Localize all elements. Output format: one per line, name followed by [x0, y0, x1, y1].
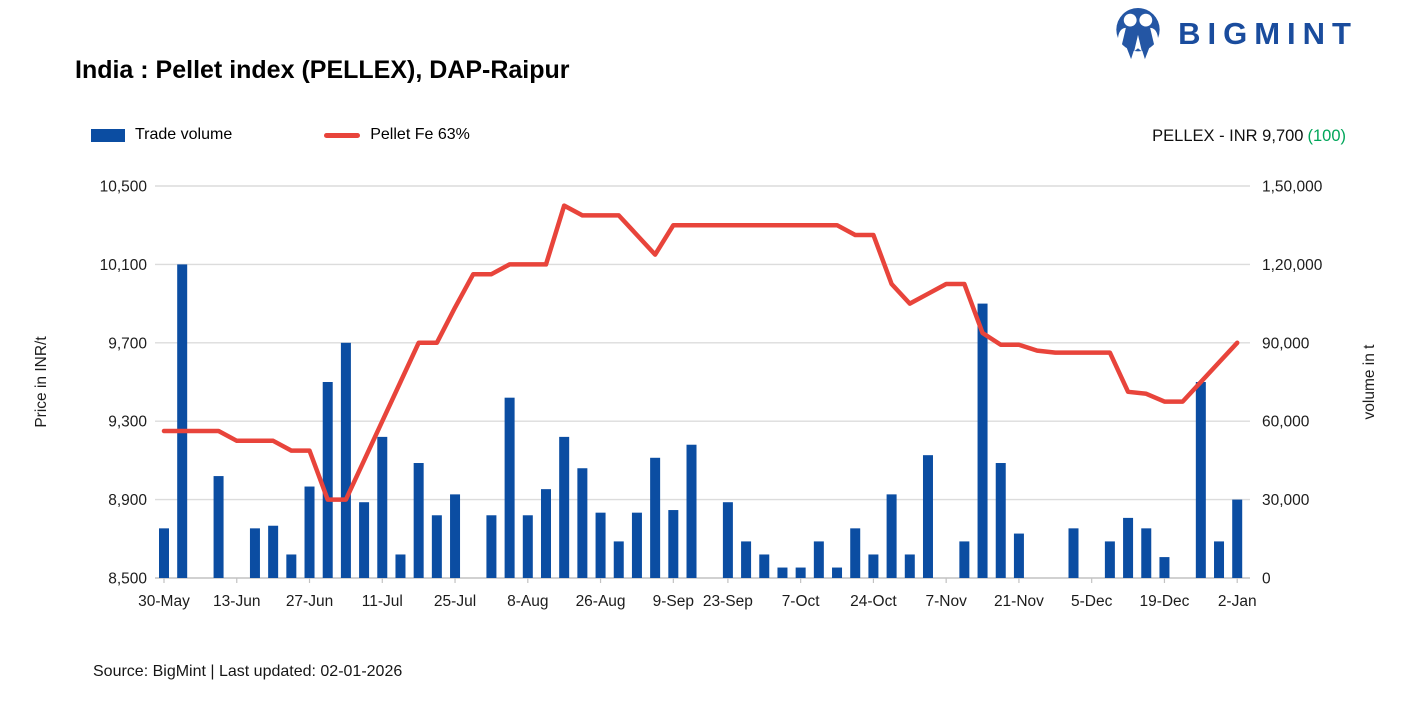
volume-bar [249, 528, 260, 578]
left-axis-tick: 9,300 [108, 414, 147, 431]
bigmint-logo: BIGMINT [1112, 6, 1358, 62]
x-axis-label: 19-Dec [1139, 593, 1189, 610]
volume-bar [631, 512, 642, 578]
left-axis-tick: 8,500 [108, 571, 147, 588]
volume-bar [1214, 541, 1225, 578]
x-axis-label: 30-May [138, 593, 190, 610]
volume-bar [1068, 528, 1079, 578]
left-axis-tick: 10,100 [100, 257, 148, 274]
volume-swatch-icon [91, 128, 125, 142]
pellex-value-text: PELLEX - INR 9,700 [1152, 127, 1304, 145]
right-axis-tick: 1,20,000 [1262, 257, 1323, 274]
left-axis-tick: 10,500 [100, 179, 148, 196]
volume-bar [795, 567, 806, 578]
volume-bar [977, 303, 988, 578]
pellex-change-badge: (100) [1307, 127, 1346, 145]
volume-bar [722, 502, 733, 578]
x-axis-label: 9-Sep [653, 593, 694, 610]
volume-bar [1013, 533, 1024, 578]
volume-bar [559, 436, 570, 578]
x-axis-label: 13-Jun [213, 593, 260, 610]
volume-bar [359, 502, 370, 578]
volume-bar [1141, 528, 1152, 578]
volume-bar [850, 528, 861, 578]
volume-bar [650, 457, 661, 578]
volume-bar [286, 554, 297, 578]
x-axis-label: 26-Aug [576, 593, 626, 610]
x-axis-label: 23-Sep [703, 593, 753, 610]
volume-bar [177, 264, 188, 578]
volume-bar [759, 554, 770, 578]
volume-bar [159, 528, 169, 578]
page-title: India : Pellet index (PELLEX), DAP-Raipu… [75, 56, 570, 84]
x-axis-label: 24-Oct [850, 593, 897, 610]
x-axis-label: 27-Jun [286, 593, 333, 610]
legend-label-price: Pellet Fe 63% [370, 126, 470, 143]
volume-bar [959, 541, 970, 578]
pellex-value-note: PELLEX - INR 9,700 (100) [1152, 127, 1346, 146]
volume-bar [304, 486, 315, 578]
volume-bar [431, 515, 442, 578]
volume-bar [1195, 382, 1206, 578]
left-axis-tick: 9,700 [108, 335, 147, 352]
x-axis-label: 8-Aug [507, 593, 548, 610]
combo-chart: 10,500 1,50,000 10,100 1,20,000 9,700 90,000 9… [33, 179, 1378, 611]
volume-bar [886, 494, 897, 578]
x-axis-label: 25-Jul [434, 593, 476, 610]
volume-bar [813, 541, 824, 578]
volume-bar [1232, 499, 1243, 578]
volume-bar [504, 397, 515, 578]
x-axis-label: 2-Jan [1218, 593, 1257, 610]
volume-bar [1104, 541, 1115, 578]
volume-bar [922, 455, 933, 578]
x-axis-label: 7-Nov [925, 593, 967, 610]
legend-item-price: Pellet Fe 63% [324, 126, 470, 144]
volume-bar [377, 436, 388, 578]
people-logo-icon [1116, 8, 1160, 60]
x-axis-label: 5-Dec [1071, 593, 1113, 610]
volume-bar [486, 515, 497, 578]
volume-bar [213, 476, 224, 578]
price-line [161, 203, 1240, 502]
volume-bar [595, 512, 606, 578]
volume-bar [777, 567, 788, 578]
volume-bar [395, 554, 406, 578]
volume-bar [413, 463, 424, 578]
x-axis-label: 11-Jul [362, 593, 403, 610]
legend-item-volume: Trade volume [91, 126, 232, 144]
volume-bar [450, 494, 461, 578]
volume-bar [268, 525, 279, 578]
volume-bar [868, 554, 879, 578]
right-axis-tick: 30,000 [1262, 492, 1310, 509]
volume-bar [540, 489, 551, 578]
right-axis-tick: 1,50,000 [1262, 179, 1323, 196]
price-line-swatch-icon [324, 132, 361, 138]
source-note: Source: BigMint | Last updated: 02-01-20… [93, 663, 403, 680]
logo-wordmark: BIGMINT [1178, 16, 1358, 51]
right-axis-tick: 90,000 [1262, 335, 1310, 352]
volume-bar [995, 463, 1006, 578]
volume-bar [1159, 557, 1170, 578]
right-axis-title: volume in t [1361, 344, 1378, 420]
volume-bar [577, 468, 588, 578]
volume-bar [340, 342, 351, 578]
volume-bar [613, 541, 624, 578]
x-axis-label: 7-Oct [782, 593, 821, 610]
right-axis-tick: 0 [1262, 571, 1271, 588]
chart-legend: Trade volume Pellet Fe 63% [91, 126, 470, 144]
volume-bar [322, 382, 333, 578]
volume-bar [832, 567, 843, 578]
left-axis-title: Price in INR/t [33, 336, 50, 428]
left-axis-tick: 8,900 [108, 492, 147, 509]
right-axis-tick: 60,000 [1262, 414, 1310, 431]
volume-bar [686, 444, 697, 578]
volume-bar [904, 554, 915, 578]
x-axis-label: 21-Nov [994, 593, 1044, 610]
volume-bar [522, 515, 533, 578]
legend-label-volume: Trade volume [135, 126, 233, 143]
volume-bar [1123, 517, 1134, 578]
volume-bar [741, 541, 752, 578]
volume-bar [668, 510, 679, 578]
